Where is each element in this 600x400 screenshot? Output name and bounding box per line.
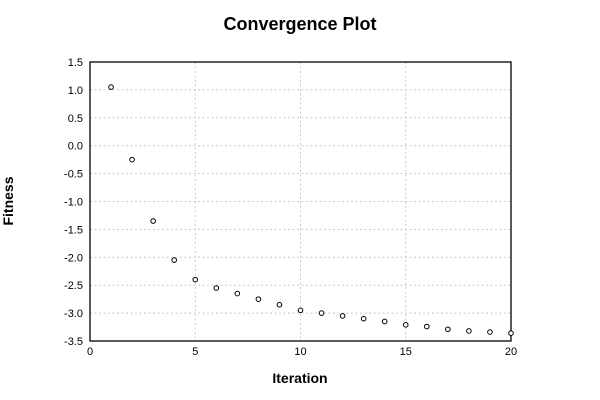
y-tick-label: -0.5 [64, 169, 83, 181]
y-tick-label: -2.5 [64, 280, 83, 292]
data-point [150, 218, 156, 224]
x-tick-label: 20 [505, 346, 517, 358]
data-point [508, 330, 514, 336]
plot-border [89, 61, 512, 342]
data-point [234, 290, 241, 297]
y-tick-label: -3.0 [64, 308, 83, 320]
y-tick-label: 1.5 [68, 57, 83, 69]
data-point [297, 307, 304, 314]
chart-title: Convergence Plot [223, 14, 377, 34]
data-point [108, 84, 114, 90]
x-tick-label: 15 [400, 346, 412, 358]
data-point [192, 276, 199, 283]
y-tick-label: -1.0 [64, 197, 83, 209]
y-tick-label: -1.5 [64, 224, 83, 236]
x-tick-label: 5 [192, 346, 198, 358]
data-point [424, 323, 430, 330]
data-point [402, 322, 409, 328]
data-point [487, 329, 493, 335]
data-point [213, 285, 220, 291]
data-point [276, 301, 283, 308]
data-point [466, 328, 472, 334]
x-tick-label: 0 [87, 346, 93, 358]
data-point [360, 315, 367, 322]
data-point [171, 257, 177, 263]
data-point [318, 310, 325, 316]
data-point [129, 156, 135, 163]
y-tick-label: 0.0 [68, 141, 83, 153]
x-tick-label: 10 [294, 346, 306, 358]
y-tick-label: -3.5 [64, 336, 83, 348]
data-point [445, 326, 451, 333]
data-point [381, 318, 388, 325]
data-point [339, 313, 346, 319]
y-tick-label: 1.0 [68, 85, 83, 97]
data-point [255, 296, 262, 302]
y-tick-label: -2.0 [64, 252, 83, 264]
x-axis-label: Iteration [272, 370, 328, 386]
y-tick-label: 0.5 [68, 113, 83, 125]
